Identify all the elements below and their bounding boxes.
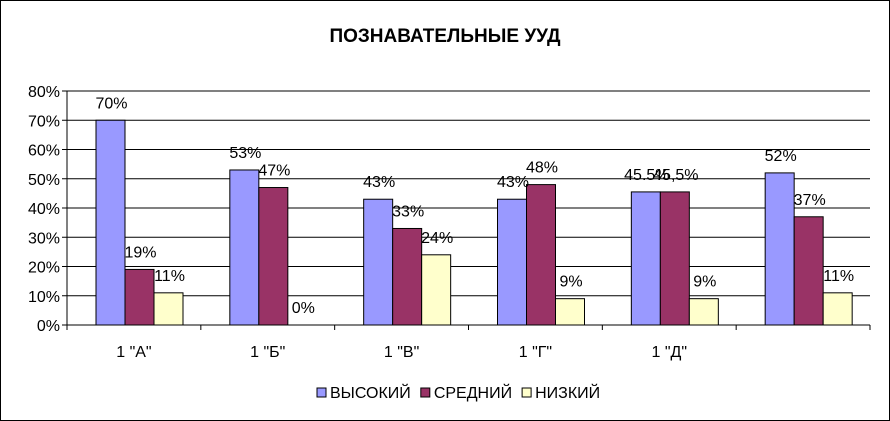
y-axis: 0% 10% 20% 30% 40% 50% 60% 70% 80% bbox=[28, 84, 68, 335]
bar bbox=[124, 268, 155, 326]
y-tick-label: 60% bbox=[28, 143, 60, 160]
y-tick-label: 0% bbox=[37, 318, 60, 335]
bar bbox=[688, 298, 719, 326]
data-label: 45.5% bbox=[624, 167, 669, 184]
y-tick-label: 70% bbox=[28, 113, 60, 130]
data-label: 11% bbox=[154, 268, 185, 285]
data-label: 53% bbox=[229, 145, 261, 162]
bar bbox=[555, 298, 585, 326]
bars bbox=[95, 119, 853, 326]
y-tick-label: 50% bbox=[28, 172, 60, 189]
y-tick-label: 80% bbox=[28, 84, 60, 101]
bar bbox=[630, 191, 661, 326]
x-tick-label: 1 "Б" bbox=[250, 344, 285, 361]
bar bbox=[363, 198, 394, 326]
x-tick-label: 1 "Г" bbox=[519, 344, 552, 361]
legend-label: СРЕДНИЙ bbox=[434, 383, 512, 402]
data-label: 9% bbox=[693, 274, 716, 291]
x-tick-label: 1 "В" bbox=[384, 344, 419, 361]
x-axis: 1 "А" 1 "Б" 1 "В" 1 "Г" 1 "Д" bbox=[66, 324, 871, 361]
y-tick-label: 30% bbox=[28, 230, 60, 247]
data-labels: 70%19%11%53%47%0%43%33%24%43%48%9%45.5%4… bbox=[95, 95, 854, 317]
data-label: 43% bbox=[497, 174, 529, 191]
chart-title: ПОЗНАВАТЕЛЬНЫЕ УУД bbox=[329, 26, 561, 47]
x-tick-label: 1 "А" bbox=[116, 344, 151, 361]
legend: ВЫСОКИЙ СРЕДНИЙ НИЗКИЙ bbox=[316, 383, 600, 402]
bar bbox=[95, 119, 126, 326]
data-label: 70% bbox=[95, 95, 127, 112]
y-tick-label: 10% bbox=[28, 289, 60, 306]
bar bbox=[392, 227, 423, 326]
bar bbox=[764, 172, 795, 326]
bar bbox=[526, 184, 556, 326]
legend-swatch bbox=[521, 387, 532, 398]
bar bbox=[421, 254, 452, 326]
bar bbox=[497, 198, 527, 326]
data-label: 48% bbox=[526, 160, 558, 177]
bar bbox=[153, 292, 184, 326]
data-label: 52% bbox=[765, 148, 797, 165]
legend-label: НИЗКИЙ bbox=[535, 383, 600, 402]
bar bbox=[258, 187, 289, 326]
data-label: 24% bbox=[421, 230, 453, 247]
data-label: 19% bbox=[124, 244, 156, 261]
data-label: 9% bbox=[559, 274, 582, 291]
y-tick-label: 20% bbox=[28, 260, 60, 277]
legend-swatch bbox=[420, 387, 431, 398]
data-label: 43% bbox=[363, 174, 395, 191]
legend-swatch bbox=[316, 387, 327, 398]
data-label: 0% bbox=[292, 300, 315, 317]
bar bbox=[822, 292, 853, 326]
data-label: 37% bbox=[794, 192, 826, 209]
bar bbox=[659, 191, 690, 326]
legend-label: ВЫСОКИЙ bbox=[330, 383, 411, 402]
y-tick-label: 40% bbox=[28, 201, 60, 218]
data-label: 47% bbox=[258, 163, 290, 180]
data-label: 45,5% bbox=[653, 167, 698, 184]
data-label: 11% bbox=[823, 268, 854, 285]
data-label: 33% bbox=[392, 203, 424, 220]
bar bbox=[793, 216, 824, 326]
grid-lines bbox=[67, 90, 870, 326]
x-tick-label: 1 "Д" bbox=[651, 344, 687, 361]
bar bbox=[229, 169, 260, 326]
